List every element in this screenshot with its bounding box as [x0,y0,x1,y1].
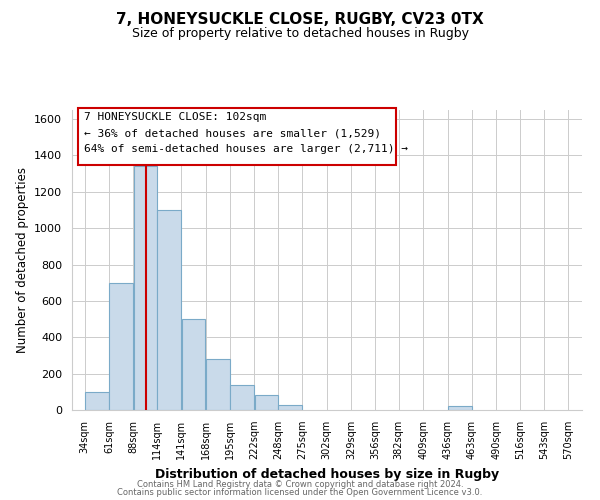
Text: Contains HM Land Registry data © Crown copyright and database right 2024.: Contains HM Land Registry data © Crown c… [137,480,463,489]
Text: 64% of semi-detached houses are larger (2,711) →: 64% of semi-detached houses are larger (… [84,144,408,154]
Text: 7 HONEYSUCKLE CLOSE: 102sqm: 7 HONEYSUCKLE CLOSE: 102sqm [84,112,266,122]
Y-axis label: Number of detached properties: Number of detached properties [16,167,29,353]
Bar [206,359,230,410]
Bar [182,319,205,410]
Bar [254,396,278,410]
X-axis label: Distribution of detached houses by size in Rugby: Distribution of detached houses by size … [155,468,499,480]
Bar [448,406,472,410]
Text: 7, HONEYSUCKLE CLOSE, RUGBY, CV23 0TX: 7, HONEYSUCKLE CLOSE, RUGBY, CV23 0TX [116,12,484,28]
Text: Contains public sector information licensed under the Open Government Licence v3: Contains public sector information licen… [118,488,482,497]
Bar [109,282,133,410]
Bar [230,384,254,410]
Bar [157,210,181,410]
Bar [85,392,109,410]
Bar [278,404,302,410]
Text: ← 36% of detached houses are smaller (1,529): ← 36% of detached houses are smaller (1,… [84,128,381,138]
Bar [134,166,157,410]
Text: Size of property relative to detached houses in Rugby: Size of property relative to detached ho… [131,28,469,40]
